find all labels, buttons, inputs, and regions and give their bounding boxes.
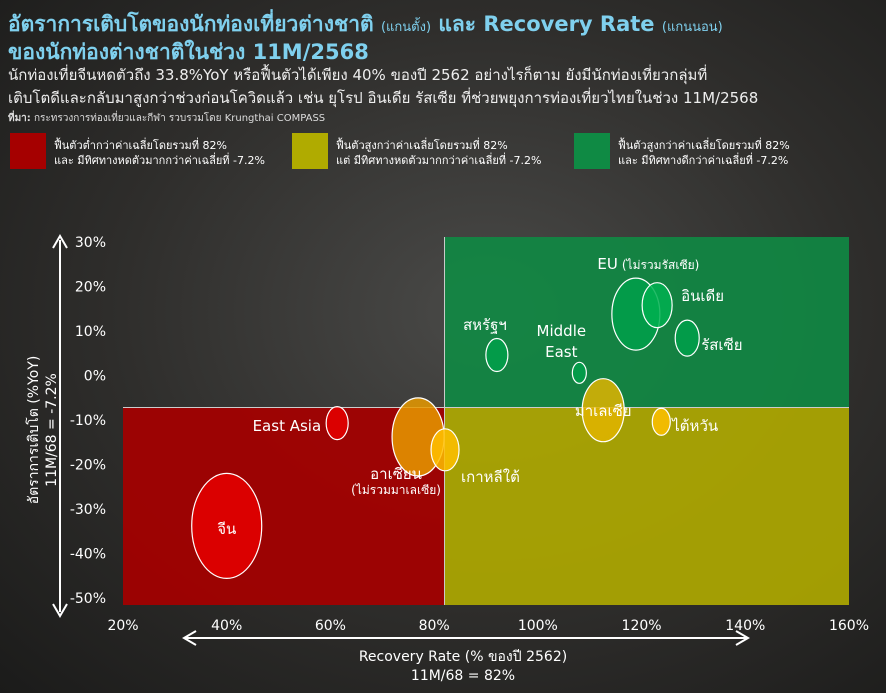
legend-text: ฟื้นตัวสูงกว่าค่าเฉลี่ยโดยรวมที่ 82% (336, 139, 508, 152)
bubble (571, 361, 587, 384)
y-axis-title: อัตราการเติบโต (%YoY) (25, 356, 42, 505)
bubble (485, 337, 509, 373)
source-text: กระทรวงการท่องเที่ยวและกีฬา รวบรวมโดย Kr… (34, 113, 326, 124)
legend-text: แต่ มีทิศทางหดตัวมากกว่าค่าเฉลี่ยที่ -7.… (336, 154, 542, 167)
legend-green: ฟื้นตัวสูงกว่าค่าเฉลี่ยโดยรวมที่ 82% และ … (618, 138, 790, 168)
bubble (325, 406, 349, 441)
bubble-label: เกาหลีใต้ (461, 468, 520, 486)
bubble (430, 428, 460, 472)
y-tick-label: -20% (70, 458, 106, 474)
title-line-2: ของนักท่องต่างชาติในช่วง 11M/2568 (8, 40, 369, 64)
x-tick-label: 40% (211, 618, 242, 634)
legend-text: ฟื้นตัวต่ำกว่าค่าเฉลี่ยโดยรวมที่ 82% (54, 139, 227, 152)
bubble-label: Middle (537, 322, 587, 340)
title-note-2: (แกนนอน) (661, 20, 723, 35)
legend-text: และ มีทิศทางหดตัวมากกว่าค่าเฉลี่ยที่ -7.… (54, 154, 265, 167)
quadrant-high-low (444, 407, 849, 605)
bubble (581, 378, 625, 443)
quadrant-low-low (123, 407, 445, 605)
subtitle-line-1: นักท่องเที่ยจีนหดตัวถึง 33.8%YoY หรือฟื้… (8, 66, 708, 84)
y-tick-label: 30% (75, 235, 106, 251)
bubble-label: สหรัฐฯ (463, 316, 507, 334)
bubble (674, 319, 700, 357)
x-tick-label: 60% (315, 618, 346, 634)
bubble-label: East (545, 343, 577, 361)
subtitle-line-2: เติบโตดีและกลับมาสูงกว่าช่วงก่อนโควิดแล้… (8, 89, 759, 107)
x-tick-label: 80% (419, 618, 450, 634)
x-tick-label: 100% (518, 618, 558, 634)
legend-swatch-red (10, 133, 46, 169)
source-label: ที่มา: (8, 113, 31, 124)
bubble-label: อินเดีย (681, 287, 724, 305)
legend-red: ฟื้นตัวต่ำกว่าค่าเฉลี่ยโดยรวมที่ 82% และ … (54, 138, 265, 168)
bubble (651, 407, 671, 436)
x-axis-subtitle: 11M/68 = 82% (411, 668, 515, 684)
y-tick-label: 20% (75, 280, 106, 296)
bubble-label: EU (597, 255, 617, 273)
y-axis-subtitle: 11M/68 = -7.2% (44, 373, 60, 487)
y-arrowheads (52, 234, 68, 618)
bubble-note: (ไม่รวมมาเลเซีย) (351, 483, 441, 497)
legend-yellow: ฟื้นตัวสูงกว่าค่าเฉลี่ยโดยรวมที่ 82% แต่ … (336, 138, 541, 168)
y-tick-label: -30% (70, 502, 106, 518)
y-tick-label: -40% (70, 547, 106, 563)
x-tick-label: 140% (725, 618, 765, 634)
title-line-1: อัตราการเติบโตของนักท่องเที่ยวต่างชาติ (… (8, 8, 723, 41)
y-tick-label: 0% (84, 369, 106, 385)
bubble (641, 282, 673, 329)
x-axis-title: Recovery Rate (% ของปี 2562) (359, 649, 567, 665)
x-tick-label: 160% (829, 618, 869, 634)
bubble-note: (ไม่รวมรัสเซีย) (622, 258, 699, 272)
bubble-label: อาเซียน (370, 465, 422, 483)
bubble-label: ไต้หวัน (671, 417, 718, 435)
title-text-2: และ Recovery Rate (438, 12, 655, 36)
bubble-label: มาเลเซีย (575, 402, 632, 420)
title-text: อัตราการเติบโตของนักท่องเที่ยวต่างชาติ (8, 12, 374, 36)
y-tick-label: 10% (75, 324, 106, 340)
legend-text: และ มีทิศทางดีกว่าค่าเฉลี่ยที่ -7.2% (618, 154, 789, 167)
bubble (191, 472, 263, 580)
legend-text: ฟื้นตัวสูงกว่าค่าเฉลี่ยโดยรวมที่ 82% (618, 139, 790, 152)
x-arrowheads (182, 630, 750, 646)
bubble-label: East Asia (253, 417, 322, 435)
y-tick-label: -10% (70, 413, 106, 429)
x-tick-label: 20% (107, 618, 138, 634)
source: ที่มา: กระทรวงการท่องเที่ยวและกีฬา รวบรว… (8, 111, 325, 126)
legend-swatch-green (574, 133, 610, 169)
title-note: (แกนตั้ง) (380, 20, 432, 35)
y-tick-label: -50% (70, 591, 106, 607)
x-tick-label: 120% (622, 618, 662, 634)
bubble-label: จีน (217, 520, 236, 538)
bubble-label: รัสเซีย (701, 336, 742, 354)
legend-swatch-yellow (292, 133, 328, 169)
